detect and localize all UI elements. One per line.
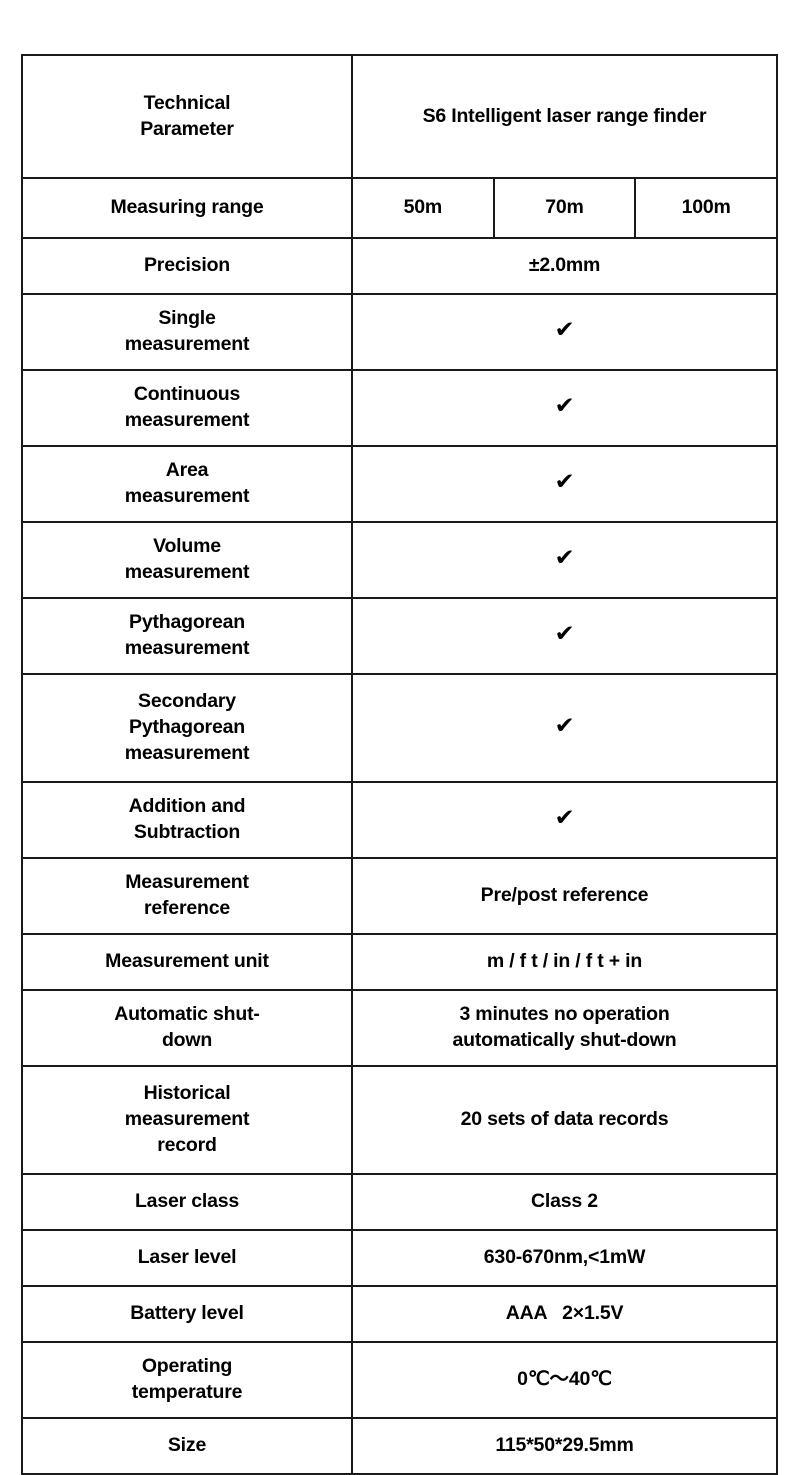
checkmark-icon: ✔ <box>554 621 575 648</box>
row-label-continuous-measurement: Continuous measurement <box>21 369 353 447</box>
row-label-line1: Measurement <box>125 871 249 894</box>
table-row: Precision ±2.0mm <box>21 237 778 295</box>
row-label-line2: down <box>161 1029 213 1051</box>
row-label-line2: measurement <box>124 561 250 583</box>
table-header-row: Technical Parameter S6 Intelligent laser… <box>21 54 778 179</box>
header-parameter-cell: Technical Parameter <box>21 54 353 179</box>
row-label-line2: Pythagorean <box>129 716 245 739</box>
table-row: Laser level 630-670nm,<1mW <box>21 1229 778 1287</box>
checkmark-icon: ✔ <box>554 545 575 572</box>
row-label-line1: Automatic shut- <box>114 1003 260 1026</box>
row-label-pythagorean-measurement: Pythagorean measurement <box>21 597 353 675</box>
row-label-line1: Secondary <box>138 690 236 713</box>
row-value-measurement-reference: Pre/post reference <box>351 857 778 935</box>
checkmark-icon: ✔ <box>554 469 575 496</box>
row-label-laser-level: Laser level <box>21 1229 353 1287</box>
row-value-battery-level: AAA 2×1.5V <box>351 1285 778 1343</box>
row-value-measurement-unit: m / f t / in / f t + in <box>351 933 778 991</box>
row-value-laser-class: Class 2 <box>351 1173 778 1231</box>
table-row: Automatic shut- down 3 minutes no operat… <box>21 989 778 1067</box>
row-value-line1: 3 minutes no operation <box>459 1003 670 1026</box>
table-row: Addition and Subtraction ✔ <box>21 781 778 859</box>
row-label-line1: Addition and <box>128 795 246 818</box>
row-value-pythagorean-measurement: ✔ <box>351 597 778 675</box>
technical-specification-table: Technical Parameter S6 Intelligent laser… <box>21 54 778 1475</box>
row-label-line1: Single <box>158 307 216 330</box>
checkmark-icon: ✔ <box>554 713 575 740</box>
row-label-addition-subtraction: Addition and Subtraction <box>21 781 353 859</box>
row-label-line2: measurement <box>124 409 250 431</box>
row-label-line1: Continuous <box>133 383 241 406</box>
row-label-single-measurement: Single measurement <box>21 293 353 371</box>
row-label-line2: measurement <box>124 637 250 659</box>
table-row: Volume measurement ✔ <box>21 521 778 599</box>
row-label-measurement-unit: Measurement unit <box>21 933 353 991</box>
row-label-line2: measurement <box>124 485 250 507</box>
measuring-range-option-50m: 50m <box>351 177 495 239</box>
table-row: Battery level AAA 2×1.5V <box>21 1285 778 1343</box>
row-label-volume-measurement: Volume measurement <box>21 521 353 599</box>
table-row: Single measurement ✔ <box>21 293 778 371</box>
row-label-line1: Pythagorean <box>129 611 245 634</box>
row-value-historical-measurement-record: 20 sets of data records <box>351 1065 778 1175</box>
row-value-single-measurement: ✔ <box>351 293 778 371</box>
row-value-line2: automatically shut-down <box>452 1029 677 1051</box>
row-label-line1: Area <box>165 459 209 482</box>
row-label-line1: Operating <box>141 1355 233 1378</box>
checkmark-icon: ✔ <box>554 393 575 420</box>
row-label-precision: Precision <box>21 237 353 295</box>
table-row: Pythagorean measurement ✔ <box>21 597 778 675</box>
row-label-line2: measurement <box>124 333 250 355</box>
row-value-secondary-pythagorean-measurement: ✔ <box>351 673 778 783</box>
table-row: Laser class Class 2 <box>21 1173 778 1231</box>
document-page: Technical Parameter S6 Intelligent laser… <box>21 54 778 1475</box>
table-row: Secondary Pythagorean measurement ✔ <box>21 673 778 783</box>
row-label-line2: temperature <box>131 1381 243 1403</box>
measuring-range-label: Measuring range <box>21 177 353 239</box>
table-row: Measurement unit m / f t / in / f t + in <box>21 933 778 991</box>
measuring-range-option-70m: 70m <box>492 177 637 239</box>
table-row: Historical measurement record 20 sets of… <box>21 1065 778 1175</box>
row-label-size: Size <box>21 1417 353 1475</box>
row-label-line2: reference <box>143 897 230 919</box>
row-value-area-measurement: ✔ <box>351 445 778 523</box>
row-value-operating-temperature: 0℃～40℃ <box>351 1341 778 1419</box>
row-label-line1: Volume <box>153 535 221 558</box>
header-parameter-line2: Parameter <box>140 117 234 140</box>
row-value-volume-measurement: ✔ <box>351 521 778 599</box>
row-label-automatic-shutdown: Automatic shut- down <box>21 989 353 1067</box>
row-label-secondary-pythagorean-measurement: Secondary Pythagorean measurement <box>21 673 353 783</box>
row-label-measurement-reference: Measurement reference <box>21 857 353 935</box>
row-value-automatic-shutdown: 3 minutes no operation automatically shu… <box>351 989 778 1067</box>
row-value-precision: ±2.0mm <box>351 237 778 295</box>
row-value-laser-level: 630-670nm,<1mW <box>351 1229 778 1287</box>
row-label-line2: measurement <box>124 1108 250 1131</box>
checkmark-icon: ✔ <box>554 317 575 344</box>
table-row: Continuous measurement ✔ <box>21 369 778 447</box>
measuring-range-option-100m: 100m <box>634 177 778 239</box>
header-product-name-cell: S6 Intelligent laser range finder <box>351 54 778 179</box>
measuring-range-row: Measuring range 50m 70m 100m <box>21 177 778 239</box>
row-label-operating-temperature: Operating temperature <box>21 1341 353 1419</box>
row-label-line3: record <box>157 1133 217 1156</box>
table-row: Area measurement ✔ <box>21 445 778 523</box>
row-value-continuous-measurement: ✔ <box>351 369 778 447</box>
header-parameter-line1: Technical <box>143 91 231 114</box>
row-label-historical-measurement-record: Historical measurement record <box>21 1065 353 1175</box>
row-label-line1: Historical <box>143 1082 231 1105</box>
row-label-line3: measurement <box>124 741 250 764</box>
table-row: Measurement reference Pre/post reference <box>21 857 778 935</box>
row-label-line2: Subtraction <box>133 821 241 843</box>
table-row: Operating temperature 0℃～40℃ <box>21 1341 778 1419</box>
row-label-battery-level: Battery level <box>21 1285 353 1343</box>
checkmark-icon: ✔ <box>554 805 575 832</box>
row-label-laser-class: Laser class <box>21 1173 353 1231</box>
row-value-size: 115*50*29.5mm <box>351 1417 778 1475</box>
row-value-addition-subtraction: ✔ <box>351 781 778 859</box>
table-row: Size 115*50*29.5mm <box>21 1417 778 1475</box>
row-label-area-measurement: Area measurement <box>21 445 353 523</box>
